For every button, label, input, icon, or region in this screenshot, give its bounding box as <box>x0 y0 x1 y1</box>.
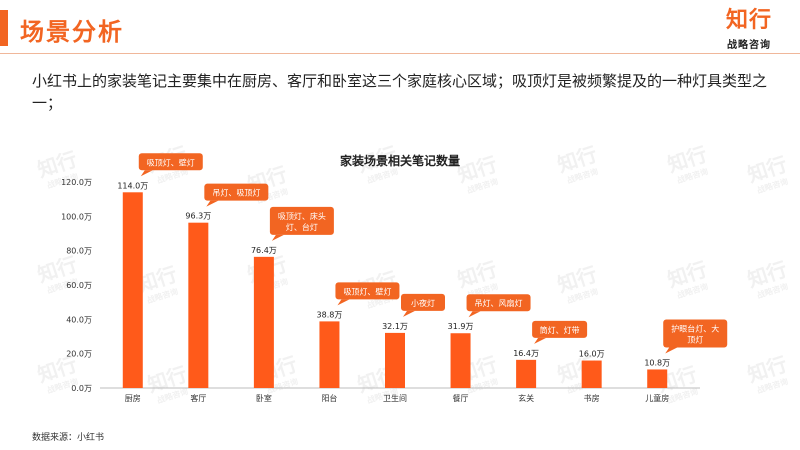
annotation-text: 吊灯、风扇灯 <box>475 298 523 308</box>
data-label: 16.4万 <box>513 349 539 358</box>
annotation-text: 吸顶灯、床头 <box>278 211 326 221</box>
bar <box>581 360 602 388</box>
annotation-pointer <box>140 170 153 177</box>
annotation-box <box>532 320 588 338</box>
title-accent-bar <box>0 10 8 46</box>
bar <box>647 369 668 388</box>
bar <box>385 332 405 388</box>
annotation-pointer <box>206 200 219 207</box>
y-tick-label: 80.0万 <box>66 247 92 256</box>
x-tick-label: 书房 <box>584 393 600 403</box>
annotation-box <box>335 282 400 300</box>
data-label: 31.9万 <box>448 322 474 331</box>
data-source: 数据来源：小红书 <box>32 433 105 443</box>
x-tick-label: 餐厅 <box>453 394 469 403</box>
annotation-box <box>466 294 531 312</box>
annotation-pointer <box>534 337 547 344</box>
data-label: 38.8万 <box>317 310 343 319</box>
annotation-pointer <box>468 311 481 318</box>
description-text: 小红书上的家装笔记主要集中在厨房、客厅和卧室这三个家庭核心区域；吸顶灯是被频繁提… <box>32 72 768 112</box>
data-label: 10.8万 <box>644 358 670 367</box>
bar <box>188 222 209 388</box>
annotation-text: 顶灯 <box>687 334 703 344</box>
x-tick-label: 卫生间 <box>383 393 407 403</box>
annotation-text: 灯、台灯 <box>286 222 318 232</box>
data-label: 114.0万 <box>117 181 148 190</box>
x-tick-label: 厨房 <box>125 393 141 403</box>
data-label: 96.3万 <box>185 212 211 221</box>
bar <box>122 192 143 388</box>
annotation-box <box>204 183 269 201</box>
bar <box>253 256 274 388</box>
annotation-pointer <box>665 347 678 354</box>
y-tick-label: 40.0万 <box>66 315 92 324</box>
annotation-text: 小夜灯 <box>411 298 435 308</box>
annotation-box <box>663 319 728 348</box>
y-tick-label: 60.0万 <box>66 281 92 290</box>
x-tick-label: 卧室 <box>256 393 272 403</box>
x-tick-label: 儿童房 <box>645 393 669 403</box>
annotation-text: 护眼台灯、大 <box>671 323 719 333</box>
annotation-box <box>269 206 334 235</box>
page-title: 场景分析 <box>20 18 124 46</box>
bar <box>319 321 340 388</box>
annotation-text: 吸顶灯、壁灯 <box>147 157 195 167</box>
annotation-pointer <box>337 299 350 306</box>
bar <box>516 359 537 388</box>
annotation-text: 筒灯、灯带 <box>540 325 580 335</box>
y-tick-label: 20.0万 <box>66 350 92 359</box>
logo-main-text: 知行 <box>725 8 772 33</box>
chart-title: 家装场景相关笔记数量 <box>340 153 460 168</box>
bar <box>450 333 471 388</box>
annotation-box <box>401 293 445 311</box>
y-tick-label: 100.0万 <box>61 212 92 221</box>
header-divider <box>0 53 800 54</box>
logo-sub-text: 战略咨询 <box>726 40 771 51</box>
annotation-box <box>138 153 203 171</box>
annotation-text: 吸顶灯、壁灯 <box>343 286 391 296</box>
annotation-pointer <box>403 310 415 317</box>
x-tick-label: 玄关 <box>518 393 534 403</box>
data-label: 16.0万 <box>579 350 605 359</box>
data-label: 76.4万 <box>251 246 277 255</box>
annotation-text: 吊灯、吸顶灯 <box>212 188 260 198</box>
y-tick-label: 0.0万 <box>71 384 92 393</box>
x-tick-label: 客厅 <box>190 393 206 403</box>
y-tick-label: 120.0万 <box>61 178 92 187</box>
data-label: 32.1万 <box>382 322 408 331</box>
annotation-pointer <box>271 234 284 241</box>
x-tick-label: 阳台 <box>321 393 337 403</box>
brand-logo: 知行 战略咨询 <box>726 8 772 51</box>
